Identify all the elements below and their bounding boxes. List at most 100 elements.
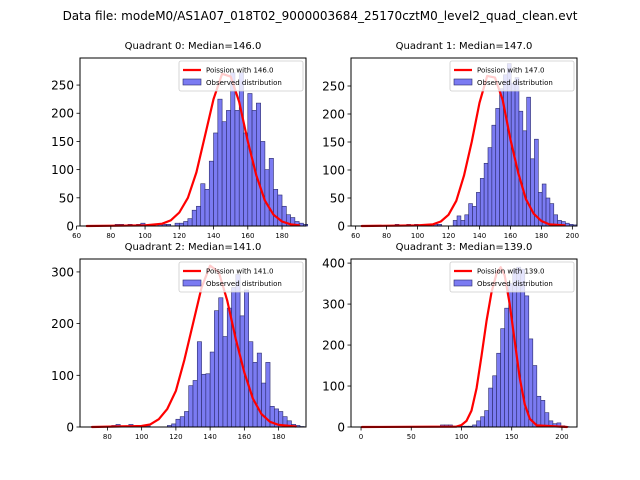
histogram-bar: [495, 108, 500, 227]
histogram-bar: [260, 141, 266, 227]
y-tick-label: 100: [322, 380, 345, 394]
histogram-bar: [234, 110, 240, 227]
histogram-bar: [530, 158, 535, 227]
y-tick-label: 150: [322, 136, 345, 150]
legend-label-poisson: Poission with 139.0: [477, 268, 545, 276]
histogram-bar: [209, 351, 215, 428]
histogram-bar: [252, 362, 258, 428]
axes-frame: [79, 258, 307, 428]
panel-title: Quadrant 2: Median=141.0: [125, 242, 262, 253]
x-tick-label: 120: [173, 232, 186, 240]
histogram-bar: [183, 221, 189, 227]
histogram-bar: [200, 183, 206, 227]
histogram-bar: [528, 338, 534, 428]
legend-label-observed: Observed distribution: [477, 79, 553, 87]
histogram-bar: [504, 307, 509, 428]
y-tick-label: 100: [51, 163, 74, 177]
histogram-bar: [468, 203, 473, 227]
histogram-bar: [243, 132, 249, 227]
legend-box: [449, 261, 575, 293]
legend: Poission with 141.0 Observed distribution: [178, 261, 304, 293]
y-tick-label: 100: [322, 164, 345, 178]
histogram-bar: [488, 387, 493, 428]
x-tick-label: 0: [359, 433, 363, 441]
x-tick-label: 120: [442, 232, 455, 240]
histogram-bar: [484, 410, 489, 428]
y-tick-label: 300: [51, 265, 74, 279]
histogram-bar: [545, 197, 551, 227]
x-tick-label: 160: [238, 433, 251, 441]
histogram-bar: [456, 215, 462, 227]
panel-title: Quadrant 1: Median=147.0: [396, 41, 533, 52]
y-tick-label: 50: [59, 191, 74, 205]
y-tick-label: 200: [322, 339, 345, 353]
histogram-bar: [218, 297, 224, 428]
x-tick-label: 100: [411, 232, 424, 240]
histogram-bar: [476, 192, 481, 227]
histogram-bar: [549, 203, 555, 227]
histogram-bar: [191, 209, 197, 227]
histogram-bar: [205, 373, 211, 428]
x-tick-label: 50: [407, 433, 416, 441]
histogram-bar: [221, 121, 227, 227]
x-tick-label: 180: [275, 232, 288, 240]
legend-bar-swatch: [453, 279, 473, 287]
histogram-bar: [230, 72, 236, 227]
legend: Poission with 147.0 Observed distribution: [449, 60, 575, 92]
histogram-bar: [532, 365, 538, 428]
x-tick-label: 80: [382, 232, 391, 240]
histogram-bars: [111, 274, 305, 428]
figure-suptitle: Data file: modeM0/AS1A07_018T02_90000036…: [63, 9, 578, 23]
histogram-bar: [208, 160, 214, 227]
histogram-bar: [226, 307, 232, 428]
x-tick-label: 80: [103, 433, 112, 441]
histogram-bar: [452, 220, 458, 227]
legend-bar-swatch: [453, 78, 473, 86]
histogram-bar: [514, 77, 520, 227]
histogram-bar: [479, 178, 485, 227]
histogram-bar: [492, 375, 497, 428]
y-tick-label: 250: [322, 80, 345, 94]
histogram-bar: [518, 110, 524, 227]
histogram-bar: [264, 169, 270, 227]
panel-title: Quadrant 3: Median=139.0: [396, 242, 533, 253]
histogram-bar: [179, 416, 185, 428]
histogram-bar: [261, 382, 267, 428]
histogram-bar: [244, 289, 249, 428]
y-tick-label: 50: [330, 192, 345, 206]
histogram-bar: [256, 102, 261, 227]
x-tick-label: 80: [106, 232, 115, 240]
y-tick-label: 250: [51, 79, 74, 93]
histogram-bar: [534, 138, 539, 227]
histogram-bar: [540, 400, 546, 428]
histogram-bar: [460, 220, 466, 227]
histogram-bar: [214, 310, 219, 428]
y-tick-label: 100: [51, 369, 74, 383]
legend-box: [178, 261, 304, 293]
histogram-bar: [184, 411, 190, 428]
histogram-bar: [201, 373, 207, 428]
histogram-bar: [464, 214, 469, 227]
x-tick-label: 140: [207, 232, 220, 240]
x-tick-label: 150: [505, 433, 518, 441]
y-tick-label: 0: [337, 220, 345, 234]
legend: Poission with 139.0 Observed distribution: [449, 261, 575, 293]
x-tick-label: 180: [535, 232, 548, 240]
x-tick-label: 120: [169, 433, 182, 441]
histogram-bar: [187, 218, 193, 227]
legend-label-observed: Observed distribution: [206, 280, 282, 288]
x-tick-label: 60: [351, 232, 360, 240]
x-tick-label: 160: [241, 232, 254, 240]
legend-label-observed: Observed distribution: [477, 280, 553, 288]
histogram-bar: [226, 110, 231, 227]
y-tick-label: 150: [51, 135, 74, 149]
histogram-bar: [188, 385, 194, 428]
poisson-curve: [85, 72, 301, 228]
y-tick-label: 0: [66, 220, 74, 234]
legend-label-observed: Observed distribution: [206, 79, 282, 87]
histogram-bar: [238, 72, 244, 227]
y-tick-label: 200: [51, 317, 74, 331]
histogram-bar: [273, 189, 279, 227]
axes-frame: [350, 258, 578, 428]
